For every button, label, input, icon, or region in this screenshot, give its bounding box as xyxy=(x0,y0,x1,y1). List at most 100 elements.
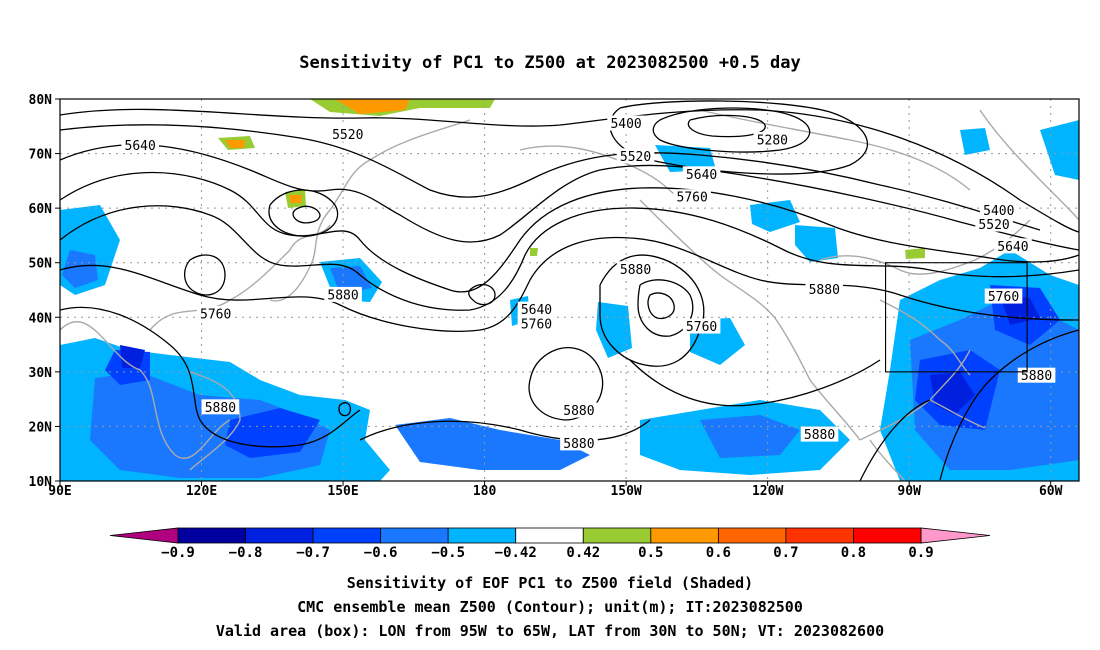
lat-label: 60N xyxy=(29,202,53,217)
contour-label-bg xyxy=(616,148,655,164)
contour-label-bg xyxy=(196,306,235,322)
coastlines xyxy=(59,109,1080,482)
z500-contour-21 xyxy=(939,329,1080,481)
contour-label: 5880 xyxy=(563,404,594,419)
colorbar-high-end xyxy=(920,527,991,544)
contour-label: 5760 xyxy=(200,308,231,323)
z500-contour-12 xyxy=(629,359,881,407)
contour-label: 5520 xyxy=(620,150,651,165)
colorbar-swatch xyxy=(785,527,854,544)
lat-label: 40N xyxy=(29,311,53,326)
contour-label-bg xyxy=(682,318,721,334)
colorbar-swatch xyxy=(312,527,382,544)
colorbar-label: −0.42 xyxy=(495,545,537,561)
z500-contour-10 xyxy=(528,347,604,421)
lon-label: 150E xyxy=(327,484,358,499)
coastline-2 xyxy=(269,209,331,302)
contour-label: 5520 xyxy=(332,128,363,143)
lon-label: 90E xyxy=(48,484,71,499)
lat-label: 30N xyxy=(29,366,53,381)
contour-labels: 5640552054005280552056405760540055205640… xyxy=(121,115,1056,452)
contour-label-bg xyxy=(517,301,556,317)
shading-cell-31 xyxy=(289,195,302,203)
map-frame xyxy=(59,98,1080,482)
contour-label: 5880 xyxy=(620,263,651,278)
contour-label-bg xyxy=(121,137,159,153)
z500-contour-22 xyxy=(859,399,931,482)
contour-label-bg xyxy=(607,115,645,131)
colorbar-swatch xyxy=(177,527,246,544)
z500-contour-2 xyxy=(59,144,1080,251)
contour-label: 5880 xyxy=(563,437,594,452)
shading-cell-32 xyxy=(905,248,925,259)
shading-cell-10 xyxy=(596,302,632,358)
z500-contour-17 xyxy=(338,402,352,417)
colorbar-label: −0.8 xyxy=(229,545,263,561)
contour-label-bg xyxy=(682,166,721,182)
contour-label: 5760 xyxy=(677,191,708,206)
contour-label: 5520 xyxy=(978,218,1009,233)
contour-label: 5760 xyxy=(686,320,717,335)
shading-cell-7 xyxy=(62,250,98,288)
colorbar-label: −0.6 xyxy=(364,545,398,561)
contour-label: 5640 xyxy=(521,303,552,318)
contour-label: 5640 xyxy=(125,139,156,154)
coastline-4 xyxy=(189,371,241,471)
z500-contour-13 xyxy=(468,283,496,306)
caption-valid-area: Valid area (box): LON from 95W to 65W, L… xyxy=(215,622,885,640)
colorbar-swatch xyxy=(650,527,719,544)
contour-label-bg xyxy=(328,126,367,142)
colorbar-label: 0.6 xyxy=(706,545,731,561)
z500-contour-14 xyxy=(292,205,321,224)
colorbar: −0.9 −0.8 −0.7 −0.6 −0.5 −0.42 0.42 0.5 0.6 0.7 0.… xyxy=(109,527,991,561)
contour-label: 5640 xyxy=(997,240,1028,255)
colorbar-swatch xyxy=(245,527,314,544)
colorbar-swatch xyxy=(853,527,922,544)
contour-label: 5880 xyxy=(809,283,840,298)
contour-label: 5880 xyxy=(1021,369,1052,384)
coastline-12 xyxy=(929,399,986,429)
colorbar-swatch xyxy=(447,527,517,544)
colorbar-label: −0.5 xyxy=(431,545,465,561)
contour-label-bg xyxy=(980,202,1018,218)
colorbar-swatch xyxy=(380,527,449,544)
coastline-9 xyxy=(699,109,971,191)
coastline-13 xyxy=(869,439,906,482)
shading-cell-33 xyxy=(530,248,538,256)
colorbar-label: 0.9 xyxy=(908,545,933,561)
z500-contour-5 xyxy=(59,236,1080,332)
z500-contour-16 xyxy=(183,254,226,296)
coastline-7 xyxy=(879,299,971,376)
contour-label-bg xyxy=(517,315,556,331)
shading-cell-19 xyxy=(930,372,975,415)
coastline-1 xyxy=(149,224,331,331)
caption-shaded: Sensitivity of EOF PC1 to Z500 field (Sh… xyxy=(346,574,754,592)
colorbar-label: 0.8 xyxy=(841,545,866,561)
lat-label: 20N xyxy=(29,420,53,435)
contour-label-bg xyxy=(560,402,598,418)
lat-label: 50N xyxy=(29,257,53,272)
z500-contour-4 xyxy=(59,205,1080,311)
caption-contour: CMC ensemble mean Z500 (Contour); unit(m… xyxy=(297,598,803,616)
colorbar-label: −0.7 xyxy=(296,545,330,561)
lon-label: 120E xyxy=(186,484,217,499)
contour-label-bg xyxy=(616,261,655,277)
shading-cell-24 xyxy=(1040,120,1079,180)
z500-contour-3 xyxy=(59,171,1080,293)
shading-cell-23 xyxy=(700,415,800,458)
colorbar-swatch xyxy=(582,527,652,544)
z500-contour-18 xyxy=(652,107,811,153)
map-title: Sensitivity of PC1 to Z500 at 2023082500… xyxy=(299,53,801,73)
shading-cell-27 xyxy=(335,99,410,114)
colorbar-label: 0.5 xyxy=(638,545,663,561)
z500-contour-8 xyxy=(637,279,694,337)
z500-contour-9 xyxy=(647,292,675,320)
valid-area-box xyxy=(885,262,1028,373)
z500-contour-6 xyxy=(59,306,361,448)
coastline-10 xyxy=(979,109,1080,221)
lon-label: 60W xyxy=(1039,484,1063,499)
lon-label: 120W xyxy=(752,484,783,499)
valid-area-rect xyxy=(885,262,1028,373)
